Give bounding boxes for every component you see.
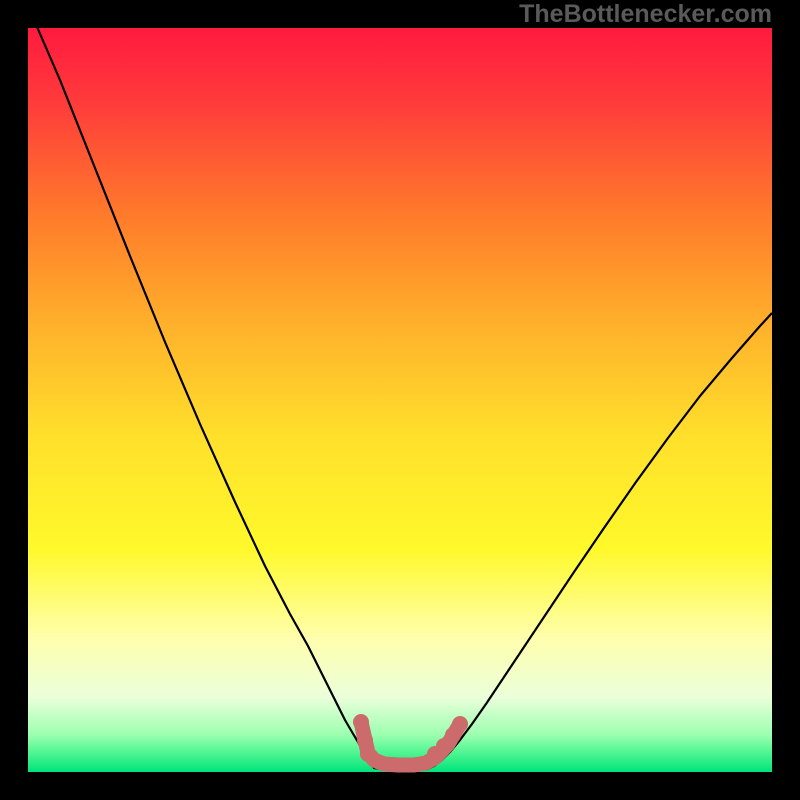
chart-frame: TheBottlenecker.com [0,0,800,800]
border-left [0,0,28,800]
plot-area [28,28,772,772]
watermark-text: TheBottlenecker.com [519,0,772,29]
border-bottom [0,772,800,800]
border-right [772,0,800,800]
